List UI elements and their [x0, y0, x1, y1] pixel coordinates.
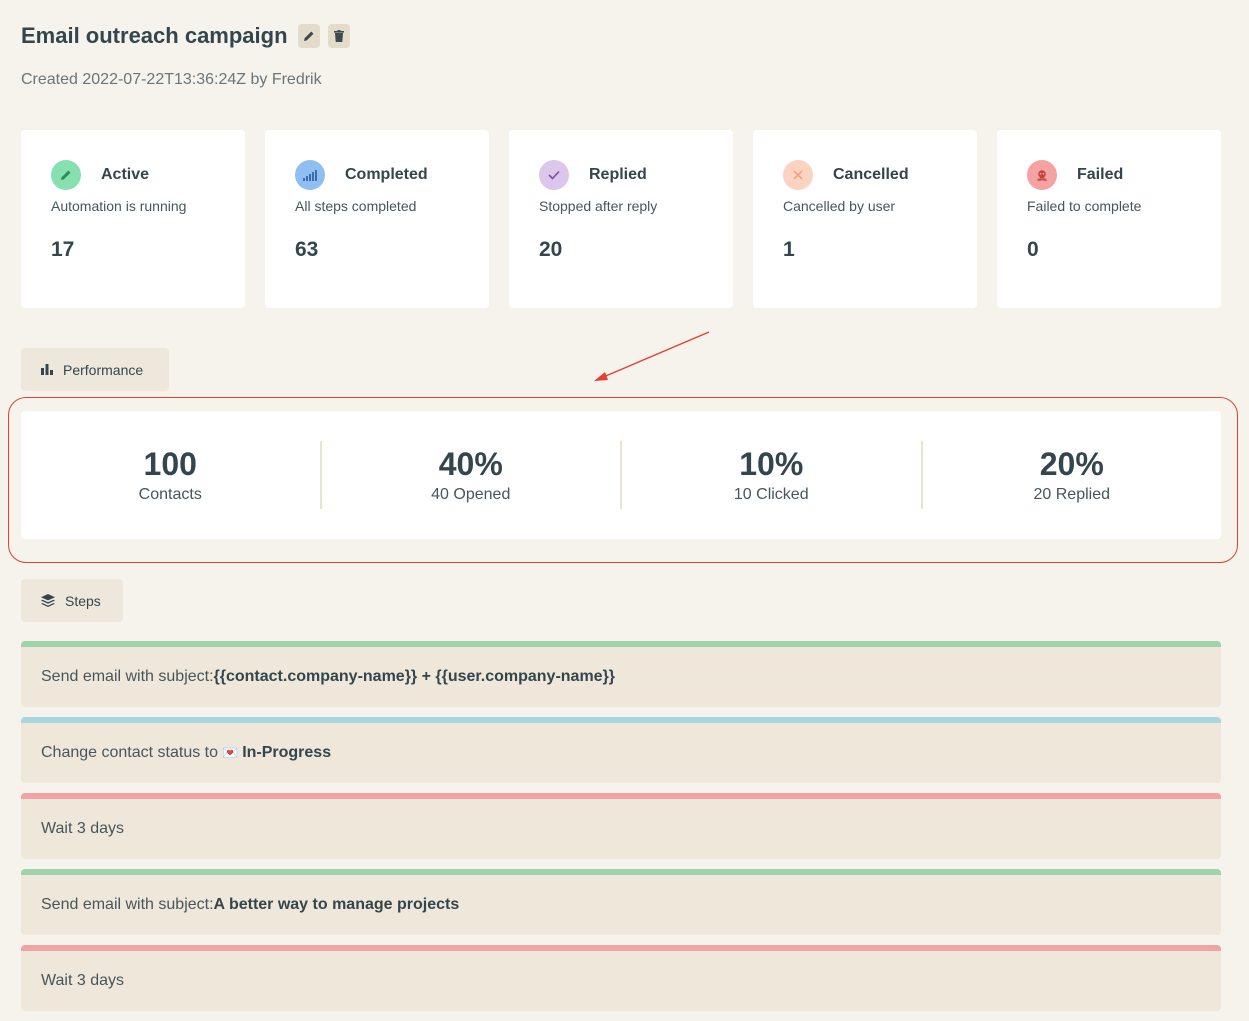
card-title: Cancelled [833, 166, 909, 183]
perf-label: 10 Clicked [733, 486, 809, 503]
step-change-status[interactable]: Change contact status to 💌 In-Progress [21, 717, 1221, 783]
step-status: In-Progress [242, 744, 332, 761]
steps-tab[interactable]: Steps [21, 579, 123, 622]
cancelled-status-dot [783, 160, 813, 190]
failed-status-dot [1027, 160, 1057, 190]
active-status-dot [51, 160, 81, 190]
performance-tab[interactable]: Performance [21, 348, 169, 391]
status-card-replied[interactable]: Replied Stopped after reply 20 [509, 130, 733, 308]
card-subtitle: All steps completed [295, 198, 417, 214]
step-subject: A better way to manage projects [213, 896, 460, 913]
status-cards: Active Automation is running 17 Complete… [21, 130, 1221, 308]
layers-icon [41, 594, 55, 607]
perf-label: Contacts [138, 486, 202, 503]
perf-contacts: 100 Contacts [21, 441, 320, 509]
card-count: 1 [783, 238, 795, 261]
trash-icon [333, 30, 344, 42]
step-send-email[interactable]: Send email with subject: {{contact.compa… [21, 641, 1221, 707]
performance-panel: 100 Contacts 40% 40 Opened 10% 10 Clicke… [21, 411, 1221, 539]
step-text: Send email with subject: [41, 896, 214, 913]
replied-status-dot [539, 160, 569, 190]
pencil-icon [61, 170, 71, 180]
status-card-active[interactable]: Active Automation is running 17 [21, 130, 245, 308]
skull-icon [1037, 170, 1047, 181]
status-card-failed[interactable]: Failed Failed to complete 0 [997, 130, 1221, 308]
card-subtitle: Cancelled by user [783, 198, 896, 214]
card-subtitle: Stopped after reply [539, 198, 658, 214]
perf-label: 20 Replied [1033, 486, 1111, 503]
perf-opened: 40% 40 Opened [319, 441, 621, 509]
card-title: Replied [589, 166, 647, 183]
bar-chart-icon [41, 364, 53, 375]
card-subtitle: Failed to complete [1027, 198, 1142, 214]
step-wait[interactable]: Wait 3 days [21, 945, 1221, 1011]
card-count: 17 [51, 238, 75, 261]
step-text: Wait 3 days [41, 820, 124, 837]
pencil-icon [303, 31, 314, 41]
check-icon [548, 170, 560, 180]
status-card-cancelled[interactable]: Cancelled Cancelled by user 1 [753, 130, 977, 308]
steps-list: Send email with subject: {{contact.compa… [21, 641, 1221, 1021]
steps-tab-label: Steps [65, 592, 101, 609]
perf-replied: 20% 20 Replied [920, 441, 1222, 509]
signal-icon [303, 170, 317, 181]
performance-tab-label: Performance [63, 361, 144, 378]
step-wait[interactable]: Wait 3 days [21, 793, 1221, 859]
annotation-highlight-box [8, 397, 1238, 563]
card-title: Completed [345, 166, 428, 183]
campaign-header: Email outreach campaign [21, 20, 350, 52]
card-title: Failed [1077, 166, 1124, 183]
card-count: 20 [539, 238, 563, 261]
step-subject: {{contact.company-name}} + {{user.compan… [213, 668, 616, 685]
step-text: Change contact status to [41, 744, 218, 761]
step-text: Send email with subject: [41, 668, 214, 685]
completed-status-dot [295, 160, 325, 190]
step-send-email[interactable]: Send email with subject: A better way to… [21, 869, 1221, 935]
perf-value: 10% [739, 446, 804, 482]
card-subtitle: Automation is running [51, 198, 187, 214]
card-count: 0 [1027, 238, 1039, 261]
perf-label: 40 Opened [431, 486, 511, 503]
page-title: Email outreach campaign [21, 23, 288, 48]
perf-value: 40% [438, 446, 503, 482]
perf-value: 20% [1039, 446, 1104, 482]
edit-button[interactable] [297, 24, 320, 48]
delete-button[interactable] [327, 24, 350, 48]
perf-clicked: 10% 10 Clicked [620, 441, 921, 509]
perf-value: 100 [143, 446, 197, 482]
step-text: Wait 3 days [41, 972, 124, 989]
x-icon [793, 170, 803, 180]
created-meta: Created 2022-07-22T13:36:24Z by Fredrik [21, 71, 322, 88]
status-card-completed[interactable]: Completed All steps completed 63 [265, 130, 489, 308]
card-count: 63 [295, 238, 319, 261]
card-title: Active [101, 166, 150, 183]
love-letter-icon: 💌 [222, 745, 239, 760]
